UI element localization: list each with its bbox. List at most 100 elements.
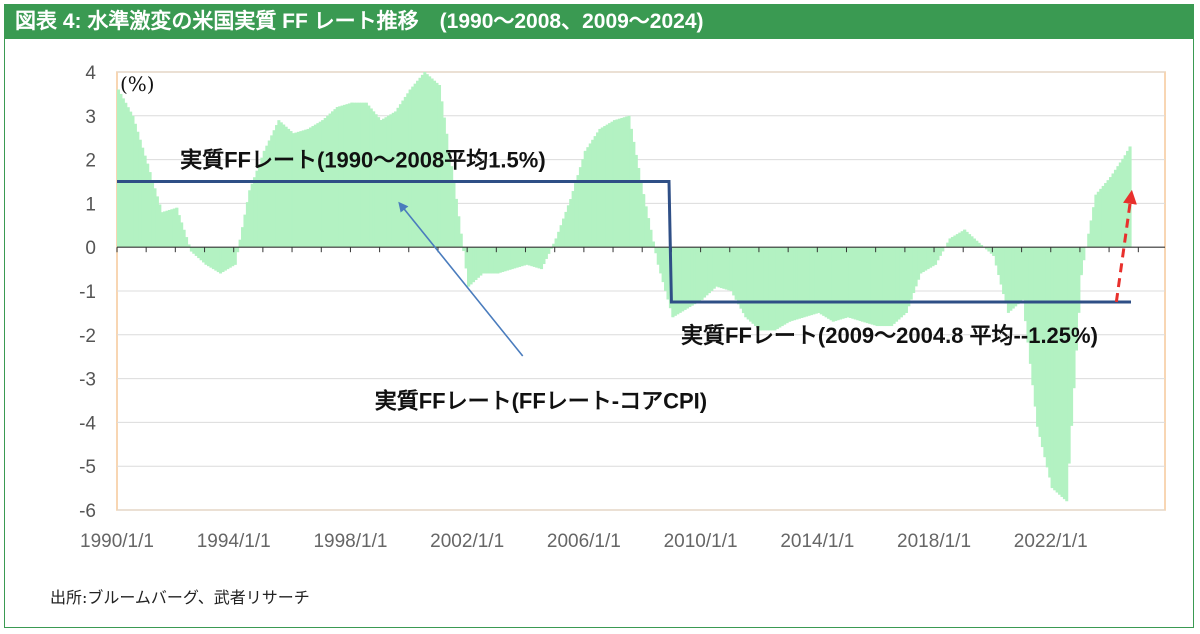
- area-bar: [396, 107, 400, 248]
- area-bar: [632, 141, 636, 248]
- area-bar: [887, 247, 891, 327]
- area-bar: [984, 247, 988, 250]
- area-bar: [904, 247, 908, 313]
- area-bar: [279, 122, 283, 248]
- area-bar: [1055, 247, 1059, 493]
- x-tick-label: 2018/1/1: [897, 531, 971, 552]
- area-bar: [773, 247, 777, 331]
- area-bar: [474, 247, 478, 280]
- area-bar: [1094, 194, 1098, 248]
- area-bar: [520, 247, 524, 267]
- area-bar: [1016, 247, 1020, 305]
- area-bar: [882, 247, 886, 327]
- area-bar: [741, 247, 745, 314]
- area-bar: [705, 247, 709, 296]
- area-bar: [814, 247, 818, 314]
- area-bar: [221, 247, 225, 273]
- area-bar: [822, 247, 826, 316]
- area-bar: [163, 211, 167, 248]
- area-bar: [989, 247, 993, 254]
- area-bar: [583, 150, 587, 248]
- area-bar: [1065, 247, 1069, 502]
- area-bar: [885, 247, 889, 327]
- area-bar: [187, 244, 191, 248]
- y-tick-label: -3: [79, 370, 96, 391]
- x-tick-label: 1994/1/1: [197, 531, 271, 552]
- area-bar: [892, 247, 896, 324]
- area-bar: [501, 247, 505, 273]
- area-bar: [411, 86, 415, 248]
- area-bar: [292, 133, 296, 248]
- area-bar: [972, 238, 976, 248]
- area-bar: [734, 247, 738, 300]
- area-bar: [707, 247, 711, 294]
- area-bar: [231, 247, 235, 267]
- area-bar: [644, 206, 648, 248]
- area-bar: [1050, 247, 1054, 489]
- area-bar: [586, 147, 590, 248]
- area-bar: [865, 247, 869, 324]
- area-bar: [447, 149, 451, 248]
- area-bar: [719, 247, 723, 289]
- area-bar: [484, 247, 488, 274]
- area-bar: [352, 102, 356, 248]
- area-bar: [379, 120, 383, 248]
- area-bar: [194, 247, 198, 256]
- area-bar: [1101, 185, 1105, 248]
- area-bar: [688, 247, 692, 308]
- y-tick-label: 4: [85, 63, 96, 84]
- area-bar: [350, 102, 354, 248]
- area-bar: [846, 247, 850, 318]
- area-bar: [177, 215, 181, 248]
- area-bar: [712, 247, 716, 289]
- area-bar: [233, 247, 237, 265]
- y-tick-label: -5: [79, 457, 96, 478]
- area-bar: [817, 247, 821, 313]
- area-bar: [960, 231, 964, 248]
- area-bar: [185, 237, 189, 248]
- area-bar: [722, 247, 726, 289]
- area-bar: [819, 247, 823, 315]
- area-bar: [117, 89, 121, 248]
- area-bar: [827, 247, 831, 319]
- area-bar: [433, 80, 437, 248]
- area-bar: [912, 247, 916, 294]
- area-bar: [593, 136, 597, 248]
- area-bar: [693, 247, 697, 305]
- area-bar: [459, 233, 463, 248]
- area-bar: [508, 247, 512, 270]
- area-bar: [535, 247, 539, 268]
- area-bar: [119, 93, 123, 248]
- area-bar: [435, 82, 439, 248]
- area-bar: [831, 247, 835, 322]
- area-bar: [206, 247, 211, 267]
- area-bar: [260, 157, 264, 248]
- area-bar: [997, 247, 1001, 276]
- area-bar: [129, 111, 133, 248]
- area-bar: [357, 102, 361, 248]
- area-bar: [418, 77, 422, 248]
- area-bar: [666, 247, 670, 300]
- area-bar: [1082, 247, 1086, 261]
- area-bar: [994, 247, 998, 266]
- area-bar: [929, 247, 933, 268]
- area-bar: [180, 222, 184, 248]
- area-bar: [1045, 247, 1049, 468]
- area-bar: [355, 102, 359, 248]
- x-tick-label: 2014/1/1: [780, 531, 854, 552]
- area-bar: [664, 247, 668, 291]
- area-bar: [146, 163, 150, 248]
- area-bar: [272, 130, 276, 248]
- x-tick-label: 2002/1/1: [430, 531, 504, 552]
- area-bar: [605, 124, 609, 248]
- area-bar: [639, 181, 643, 248]
- area-bar: [148, 172, 152, 248]
- area-bar: [899, 247, 903, 318]
- area-bar: [267, 140, 271, 248]
- area-bar: [880, 247, 884, 327]
- area-bar: [569, 199, 573, 248]
- area-bar: [700, 247, 704, 300]
- area-bar: [253, 177, 257, 248]
- area-bar: [812, 247, 816, 315]
